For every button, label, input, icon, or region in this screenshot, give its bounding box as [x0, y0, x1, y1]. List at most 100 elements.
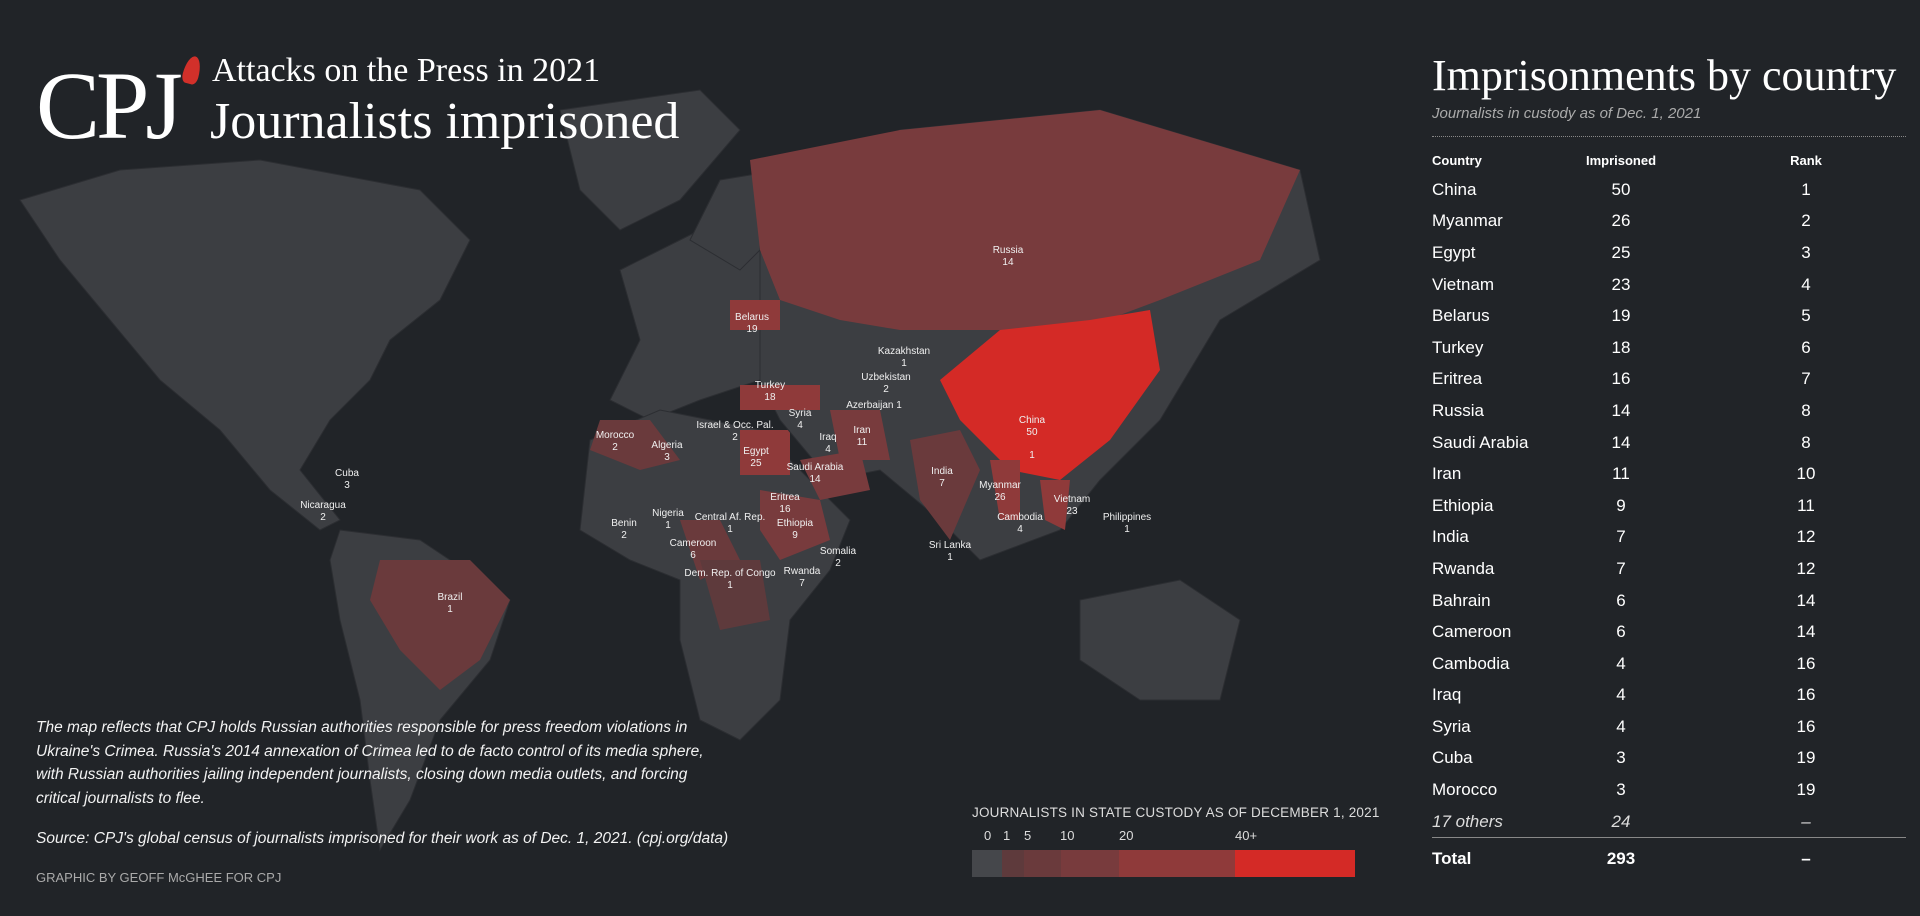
cell-imprisoned: 23	[1611, 274, 1631, 294]
cell-country: Turkey	[1432, 337, 1484, 357]
country-drc	[700, 560, 770, 630]
cell-imprisoned: 24	[1611, 811, 1631, 831]
map-label-country: Cambodia	[997, 512, 1043, 523]
legend-color-bar	[972, 850, 1356, 877]
table-row: Cambodia 4 16	[1432, 648, 1906, 680]
legend-swatch	[1119, 850, 1235, 877]
table-row: India 7 12	[1432, 522, 1906, 554]
cell-rank: 8	[1801, 400, 1811, 420]
map-label-value: 3	[344, 480, 350, 491]
map-label-country: Belarus	[735, 312, 769, 323]
cell-country: Cameroon	[1432, 622, 1512, 642]
cell-imprisoned: 14	[1611, 400, 1631, 420]
cell-imprisoned: 7	[1616, 527, 1626, 547]
map-label-value: 1	[947, 552, 953, 563]
map-label-country: Kazakhstan	[877, 346, 931, 357]
map-label-country: Eritrea	[770, 492, 800, 503]
australia	[1079, 579, 1241, 701]
map-label: Algeria 3	[651, 440, 682, 464]
map-label: Syria 4	[789, 408, 812, 432]
map-label-value: 2	[320, 512, 326, 523]
cell-country: Iraq	[1432, 685, 1462, 705]
cell-imprisoned: 7	[1616, 558, 1626, 578]
map-label-value: 1	[665, 520, 671, 531]
map-label: Azerbaijan 1	[846, 400, 902, 412]
map-label: Somalia 2	[820, 546, 856, 570]
legend-title: JOURNALISTS IN STATE CUSTODY AS OF DECEM…	[972, 805, 1380, 820]
table-row: Turkey 18 6	[1432, 332, 1906, 364]
map-label: Egypt 25	[743, 446, 769, 470]
map-label-country: Myanmar	[979, 480, 1021, 491]
cell-rank: 19	[1796, 780, 1816, 800]
legend-swatch	[1235, 850, 1355, 877]
map-label-value: 9	[792, 530, 798, 541]
cell-rank: 19	[1796, 748, 1816, 768]
table-row: Saudi Arabia 14 8	[1432, 427, 1906, 459]
map-label-country: Cuba	[335, 468, 359, 479]
country-china	[940, 310, 1160, 480]
map-label-country: Turkey	[754, 380, 786, 391]
kicker: Attacks on the Press in 2021	[212, 52, 601, 89]
legend-tick: 20	[1119, 828, 1134, 843]
cell-rank: 8	[1801, 432, 1811, 452]
map-label: India 7	[931, 466, 953, 490]
map-label-value: 2	[732, 432, 738, 443]
source-note: Source: CPJ's global census of journalis…	[36, 830, 729, 847]
map-label: Cambodia 4	[997, 512, 1043, 536]
map-label: Sri Lanka 1	[929, 540, 971, 564]
map-label-value: 19	[746, 324, 758, 335]
map-label-country: Cameroon	[669, 538, 717, 549]
cell-country: Iran	[1432, 464, 1462, 484]
map-label: Central Af. Rep. 1	[695, 512, 766, 536]
map-label-country: Nicaragua	[300, 500, 346, 511]
north-america	[19, 159, 471, 531]
table-row: 17 others 24 –	[1432, 806, 1906, 838]
map-label: Belarus 19	[735, 312, 769, 336]
map-label-value: 4	[825, 444, 831, 455]
table-row: Iraq 4 16	[1432, 680, 1906, 712]
country-brazil	[370, 560, 510, 690]
table-row: Ethiopia 9 11	[1432, 490, 1906, 522]
map-label: Rwanda 7	[784, 566, 821, 590]
imprisonments-panel: Imprisonments by country Journalists in …	[1432, 50, 1906, 881]
map-label-value: 1	[1124, 524, 1130, 535]
map-label: Cameroon 6	[670, 538, 717, 562]
cell-country: Morocco	[1432, 780, 1498, 800]
map-label-country: Sri Lanka	[928, 540, 972, 551]
cell-imprisoned: 293	[1536, 837, 1706, 881]
map-label-country: Philippines	[1102, 512, 1152, 523]
cell-country: India	[1432, 527, 1469, 547]
map-label: Cuba 3	[335, 468, 359, 492]
cell-rank: 16	[1796, 685, 1816, 705]
map-label-country: Egypt	[743, 446, 769, 457]
cell-country: Myanmar	[1432, 211, 1503, 231]
cell-imprisoned: 6	[1616, 590, 1626, 610]
map-label-value: 14	[809, 474, 821, 485]
cell-country: Russia	[1432, 400, 1484, 420]
map-label: Nigeria 1	[652, 508, 684, 532]
cell-imprisoned: 3	[1616, 780, 1626, 800]
cell-country: Rwanda	[1432, 558, 1495, 578]
map-label: China 50	[1019, 415, 1045, 439]
cell-country: Cambodia	[1432, 653, 1510, 673]
col-rank: Rank	[1790, 153, 1822, 168]
cell-country: Syria	[1432, 716, 1471, 736]
map-label: Brazil 1	[437, 592, 462, 616]
map-label: Iraq 4	[819, 432, 836, 456]
cell-imprisoned: 4	[1616, 653, 1626, 673]
cell-country: 17 others	[1432, 811, 1503, 831]
cell-imprisoned: 18	[1611, 337, 1631, 357]
map-label-value: 3	[664, 452, 670, 463]
table-row: Syria 4 16	[1432, 711, 1906, 743]
divider	[1432, 136, 1906, 137]
legend-tick: 10	[1060, 828, 1075, 843]
table-row: Iran 11 10	[1432, 458, 1906, 490]
cell-rank: 7	[1801, 369, 1811, 389]
country-iran	[830, 410, 890, 460]
cell-country: China	[1432, 179, 1477, 199]
map-label: Turkey 18	[755, 380, 785, 404]
cell-country: Egypt	[1432, 242, 1476, 262]
page-title: Journalists imprisoned	[210, 93, 680, 150]
legend-tick: 40+	[1235, 828, 1258, 843]
